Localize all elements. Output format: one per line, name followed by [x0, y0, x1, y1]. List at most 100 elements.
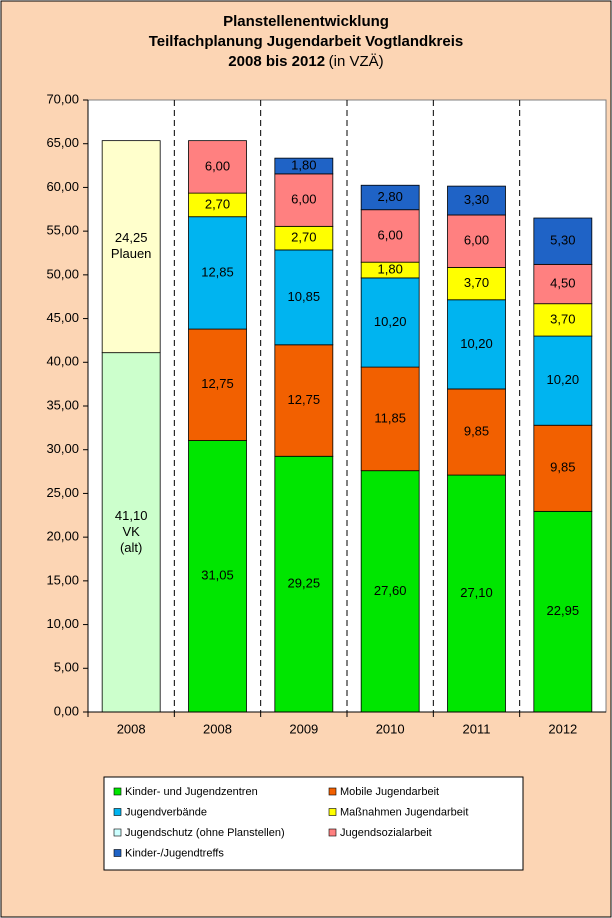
value-label: 4,50: [550, 275, 575, 290]
y-tick-label: 40,00: [46, 354, 79, 369]
value-label: 27,60: [374, 583, 407, 598]
y-tick-label: 55,00: [46, 223, 79, 238]
legend: [103, 776, 524, 871]
y-tick-label: 25,00: [46, 485, 79, 500]
bar-segment: [101, 140, 161, 354]
bar-segment: [447, 185, 506, 216]
segment-text: (alt): [120, 540, 142, 555]
bar-segment: [188, 328, 247, 441]
bar-segment: [360, 366, 420, 472]
bar-segment: [274, 157, 334, 175]
bar-segment: [533, 424, 593, 512]
title-line: Teilfachplanung Jugendarbeit Vogtlandkre…: [149, 33, 464, 50]
value-label: 41,10: [115, 508, 148, 523]
subtitle: (in VZÄ): [329, 53, 384, 70]
value-label: 3,70: [550, 311, 575, 326]
legend-swatch: [113, 828, 122, 837]
value-label: 27,10: [460, 585, 493, 600]
value-label: 29,25: [288, 576, 321, 591]
value-label: 9,85: [550, 460, 575, 475]
y-tick-label: 10,00: [46, 616, 79, 631]
x-tick-label: 2008: [203, 721, 232, 736]
value-label: 31,05: [201, 568, 234, 583]
value-label: 3,70: [464, 275, 489, 290]
x-tick-label: 2011: [463, 721, 491, 736]
bar-segment: [533, 303, 593, 337]
legend-swatch: [328, 828, 337, 837]
bar-segment: [533, 510, 593, 713]
legend-swatch: [113, 787, 122, 796]
x-tick-label: 2009: [289, 721, 318, 736]
y-tick-label: 60,00: [46, 179, 79, 194]
y-tick-label: 70,00: [46, 91, 79, 106]
bar-segment: [188, 140, 247, 194]
legend-swatch: [113, 808, 122, 816]
value-label: 24,25: [115, 230, 148, 245]
value-label: 12,75: [288, 392, 321, 407]
value-label: 2,80: [378, 189, 403, 204]
x-tick-label: 2008: [117, 721, 146, 736]
x-tick-label: 2010: [376, 721, 405, 736]
value-label: 6,00: [205, 158, 230, 173]
x-tick-label: 2012: [548, 721, 577, 736]
value-label: 11,85: [374, 410, 406, 425]
y-tick-label: 15,00: [46, 572, 79, 587]
y-tick-label: 30,00: [46, 441, 79, 456]
value-label: 2,70: [291, 230, 316, 245]
y-tick-label: 20,00: [46, 529, 79, 544]
legend-label: Kinder- und Jugendzentren: [125, 786, 258, 798]
bar-segment: [274, 249, 334, 346]
value-label: 12,85: [201, 264, 234, 279]
bar-segment: [274, 455, 334, 713]
value-label: 22,95: [547, 603, 580, 618]
value-label: 6,00: [378, 227, 403, 242]
title-line: 2008 bis 2012 (in VZÄ): [228, 53, 383, 70]
value-label: 1,80: [291, 157, 316, 172]
bar-segment: [447, 267, 506, 301]
bar-segment: [447, 299, 506, 390]
legend-label: Maßnahmen Jugendarbeit: [340, 806, 468, 818]
legend-swatch: [328, 808, 337, 816]
y-tick-label: 50,00: [46, 266, 79, 281]
bar-segment: [274, 173, 334, 227]
segment-text: Plauen: [111, 246, 151, 261]
legend-label: Jugendschutz (ohne Planstellen): [125, 827, 285, 839]
value-label: 10,20: [374, 314, 407, 329]
legend-label: Jugendverbände: [125, 806, 207, 818]
value-label: 5,30: [550, 233, 575, 248]
value-label: 10,20: [547, 372, 580, 387]
bar-segment: [447, 214, 506, 268]
bar-segment: [360, 184, 420, 211]
y-tick-label: 0,00: [54, 703, 79, 718]
segment-text: VK: [122, 524, 140, 539]
legend-label: Mobile Jugendarbeit: [340, 786, 439, 798]
bar-segment: [360, 277, 420, 368]
value-label: 6,00: [291, 192, 316, 207]
value-label: 12,75: [201, 376, 234, 391]
legend-swatch: [328, 787, 337, 796]
value-label: 2,70: [205, 196, 230, 211]
bar-segment: [360, 209, 420, 263]
y-tick-label: 35,00: [46, 397, 79, 412]
value-label: 6,00: [464, 233, 489, 248]
bar-segment: [188, 440, 247, 713]
value-label: 10,20: [460, 336, 493, 351]
value-label: 1,80: [378, 261, 403, 276]
y-tick-label: 65,00: [46, 135, 79, 150]
legend-label: Jugendsozialarbeit: [340, 827, 432, 839]
legend-label: Kinder-/Jugendtreffs: [125, 847, 224, 859]
legend-swatch: [113, 849, 122, 857]
bar-segment: [274, 344, 334, 457]
value-label: 3,30: [464, 192, 489, 207]
bar-segment: [533, 335, 593, 426]
title-year: 2008 bis 2012: [228, 53, 325, 70]
value-label: 10,85: [288, 289, 321, 304]
bar-segment: [533, 217, 593, 265]
bar-segment: [360, 470, 420, 713]
y-tick-label: 5,00: [54, 660, 79, 675]
value-label: 9,85: [464, 423, 489, 438]
y-tick-label: 45,00: [46, 310, 79, 325]
title-line: Planstellenentwicklung: [223, 13, 389, 30]
